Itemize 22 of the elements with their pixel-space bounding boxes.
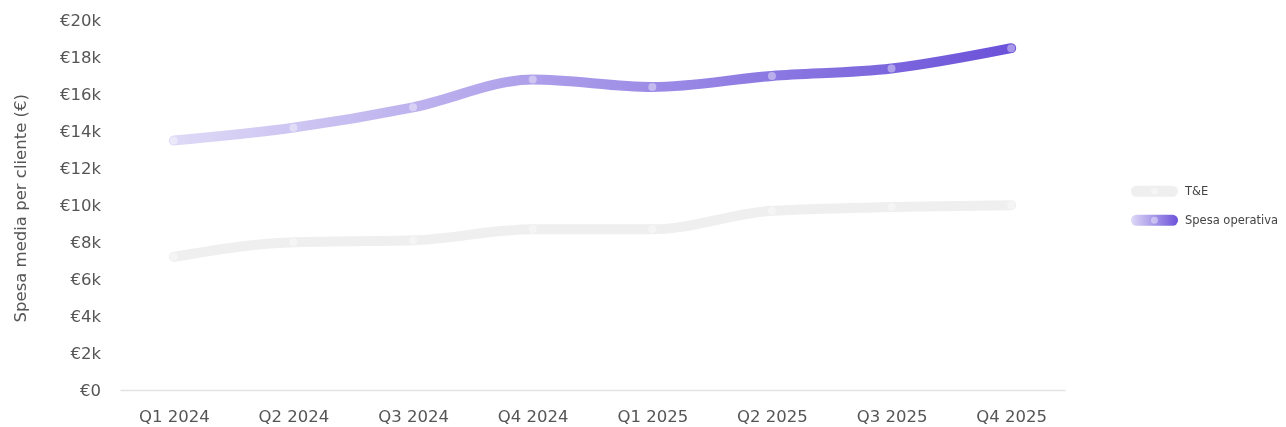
x-tick-label: Q1 2024 (138, 406, 210, 426)
y-tick-label: €0 (80, 380, 101, 400)
x-tick-label: Q3 2025 (856, 406, 928, 426)
y-tick-label: €4k (70, 306, 102, 326)
x-tick-label: Q3 2024 (378, 406, 449, 426)
y-tick-label: €8k (70, 232, 102, 252)
y-tick-label: €18k (59, 48, 102, 68)
x-tick-label: Q2 2024 (258, 406, 330, 426)
y-tick-label: €20k (59, 11, 102, 31)
x-tick-label: Q1 2025 (617, 406, 689, 426)
y-tick-label: €6k (70, 269, 102, 289)
y-tick-label: €12k (59, 159, 102, 179)
y-tick-label: €16k (59, 85, 102, 105)
x-tick-label: Q2 2025 (737, 406, 808, 426)
y-tick-label: €14k (59, 122, 102, 142)
y-axis-title: Spesa media per cliente (€) (10, 94, 30, 323)
legend-label: Spesa operativa (1185, 212, 1279, 227)
x-tick-label: Q4 2024 (497, 406, 569, 426)
x-tick-label: Q4 2025 (976, 406, 1048, 426)
y-tick-label: €10k (59, 196, 102, 216)
legend-label: T&E (1184, 183, 1209, 198)
y-tick-label: €2k (70, 343, 102, 363)
